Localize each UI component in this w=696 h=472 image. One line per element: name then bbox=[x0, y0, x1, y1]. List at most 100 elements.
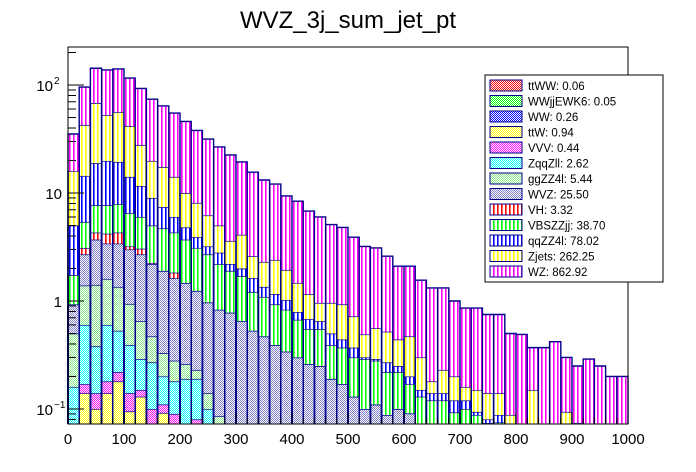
bar-WZ-bin-18 bbox=[269, 184, 281, 260]
bar-Zjets-bin-26 bbox=[359, 334, 371, 358]
bar-WZ-bin-20 bbox=[292, 201, 304, 283]
bar-VVV-bin-11 bbox=[191, 419, 203, 424]
bar-WZ-bin-23 bbox=[325, 224, 337, 303]
bar-WVZ-bin-1 bbox=[79, 254, 91, 286]
bar-ttW-bin-2 bbox=[90, 408, 102, 424]
bar-WZ-bin-15 bbox=[236, 161, 248, 235]
bar-qqZZ4l-bin-25 bbox=[348, 347, 360, 358]
legend-label: WVZ: 25.50 bbox=[528, 190, 589, 202]
x-tick-label: 500 bbox=[335, 431, 360, 448]
bar-Zjets-bin-3 bbox=[101, 115, 113, 161]
bar-VBSZZjj-bin-21 bbox=[303, 329, 315, 365]
bar-qqZZ4l-bin-6 bbox=[135, 186, 147, 217]
y-tick-exponent: 2 bbox=[54, 76, 60, 87]
bar-qqZZ4l-bin-15 bbox=[236, 268, 248, 277]
bar-WVZ-bin-29 bbox=[392, 408, 404, 424]
bar-VBSZZjj-bin-38 bbox=[493, 422, 505, 424]
legend-swatch bbox=[489, 219, 523, 231]
legend: ttWW: 0.06 WWjjEWK6: 0.05 WW: 0.26 ttW: 0.9… bbox=[484, 74, 664, 283]
bar-WZ-bin-44 bbox=[560, 357, 572, 412]
bar-WVZ-bin-3 bbox=[101, 243, 113, 279]
legend-label: WWjjEWK6: 0.05 bbox=[528, 97, 616, 109]
bar-qqZZ4l-bin-20 bbox=[292, 312, 304, 320]
bar-VBSZZjj-bin-1 bbox=[79, 221, 91, 248]
bar-WZ-bin-17 bbox=[258, 179, 270, 262]
bar-ggZZ4l-bin-0 bbox=[68, 333, 80, 387]
bar-WVZ-bin-8 bbox=[157, 270, 169, 353]
bar-Zjets-bin-24 bbox=[336, 304, 348, 340]
bar-qqZZ4l-bin-8 bbox=[157, 207, 169, 229]
bar-Zjets-bin-16 bbox=[247, 256, 259, 279]
y-tick-base: 10 bbox=[45, 186, 62, 203]
bar-WZ-bin-8 bbox=[157, 105, 169, 168]
bar-Zjets-bin-39 bbox=[504, 414, 516, 424]
bar-qqZZ4l-bin-16 bbox=[247, 278, 259, 293]
bar-VBSZZjj-bin-8 bbox=[157, 228, 169, 271]
bar-WVZ-bin-2 bbox=[90, 239, 102, 285]
bar-VVV-bin-4 bbox=[112, 372, 124, 382]
bar-ggZZ4l-bin-3 bbox=[101, 278, 113, 325]
legend-label: VH: 3.32 bbox=[528, 205, 573, 217]
legend-swatch bbox=[489, 188, 523, 200]
y-tick-label: 10 bbox=[45, 186, 62, 203]
legend-label: ZqqZll: 2.62 bbox=[528, 159, 589, 171]
bar-VVV-bin-7 bbox=[146, 408, 158, 424]
bar-qqZZ4l-bin-34 bbox=[448, 400, 460, 413]
bar-qqZZ4l-bin-37 bbox=[482, 419, 494, 424]
bar-qqZZ4l-bin-26 bbox=[359, 357, 371, 360]
bar-VBSZZjj-bin-24 bbox=[336, 347, 348, 385]
series-ZqqZll bbox=[67, 324, 215, 424]
bar-ttW-bin-3 bbox=[101, 393, 113, 424]
bar-qqZZ4l-bin-14 bbox=[224, 264, 236, 271]
bar-VBSZZjj-bin-4 bbox=[112, 204, 124, 233]
bar-VBSZZjj-bin-29 bbox=[392, 372, 404, 409]
bar-ggZZ4l-bin-12 bbox=[202, 393, 214, 409]
legend-swatch bbox=[489, 172, 523, 185]
legend-entry: ttWW: 0.06 bbox=[489, 79, 585, 93]
bar-WZ-bin-27 bbox=[370, 247, 382, 329]
bar-VVV-bin-9 bbox=[168, 413, 180, 424]
bar-WZ-bin-48 bbox=[605, 376, 617, 424]
legend-entry: WWjjEWK6: 0.05 bbox=[489, 95, 616, 109]
bar-Zjets-bin-11 bbox=[191, 202, 203, 238]
bar-WVZ-bin-20 bbox=[292, 357, 304, 424]
bar-WZ-bin-7 bbox=[146, 99, 158, 161]
bar-WZ-bin-42 bbox=[538, 347, 550, 424]
x-tick-label: 600 bbox=[391, 431, 416, 448]
bar-ZqqZll-bin-3 bbox=[101, 324, 113, 382]
bar-ggZZ4l-bin-7 bbox=[146, 336, 158, 363]
bar-ttW-bin-5 bbox=[124, 411, 136, 424]
bar-VBSZZjj-bin-6 bbox=[135, 216, 147, 249]
bar-WZ-bin-40 bbox=[516, 334, 528, 424]
bar-WZ-bin-43 bbox=[549, 341, 561, 424]
bar-WZ-bin-33 bbox=[437, 287, 449, 370]
bar-qqZZ4l-bin-11 bbox=[191, 237, 203, 248]
x-tick-label: 400 bbox=[279, 431, 304, 448]
legend-swatch bbox=[489, 141, 523, 154]
bar-VH-bin-2 bbox=[90, 232, 102, 240]
legend-swatch bbox=[489, 203, 523, 216]
bar-WVZ-bin-30 bbox=[404, 413, 416, 424]
bar-WVZ-bin-13 bbox=[213, 309, 225, 417]
bar-WZ-bin-35 bbox=[460, 308, 472, 387]
bar-WZ-bin-28 bbox=[381, 256, 393, 332]
bar-Zjets-bin-6 bbox=[135, 145, 147, 187]
bar-WZ-bin-12 bbox=[202, 139, 214, 216]
legend-entry: Zjets: 262.25 bbox=[489, 250, 594, 264]
bar-VBSZZjj-bin-25 bbox=[348, 357, 360, 397]
bar-VBSZZjj-bin-13 bbox=[213, 264, 225, 310]
bar-ttW-bin-4 bbox=[112, 381, 124, 424]
bar-ZqqZll-bin-10 bbox=[180, 378, 192, 424]
bar-WVZ-bin-5 bbox=[124, 249, 136, 304]
bar-Zjets-bin-30 bbox=[404, 336, 416, 377]
legend-swatch bbox=[489, 79, 523, 92]
bar-qqZZ4l-bin-9 bbox=[168, 216, 180, 233]
bar-WZ-bin-49 bbox=[616, 376, 628, 424]
bar-WZ-bin-19 bbox=[280, 195, 292, 270]
bar-VBSZZjj-bin-35 bbox=[460, 408, 472, 424]
bar-VBSZZjj-bin-12 bbox=[202, 254, 214, 303]
bar-WVZ-bin-27 bbox=[370, 404, 382, 424]
bar-Zjets-bin-13 bbox=[213, 225, 225, 253]
